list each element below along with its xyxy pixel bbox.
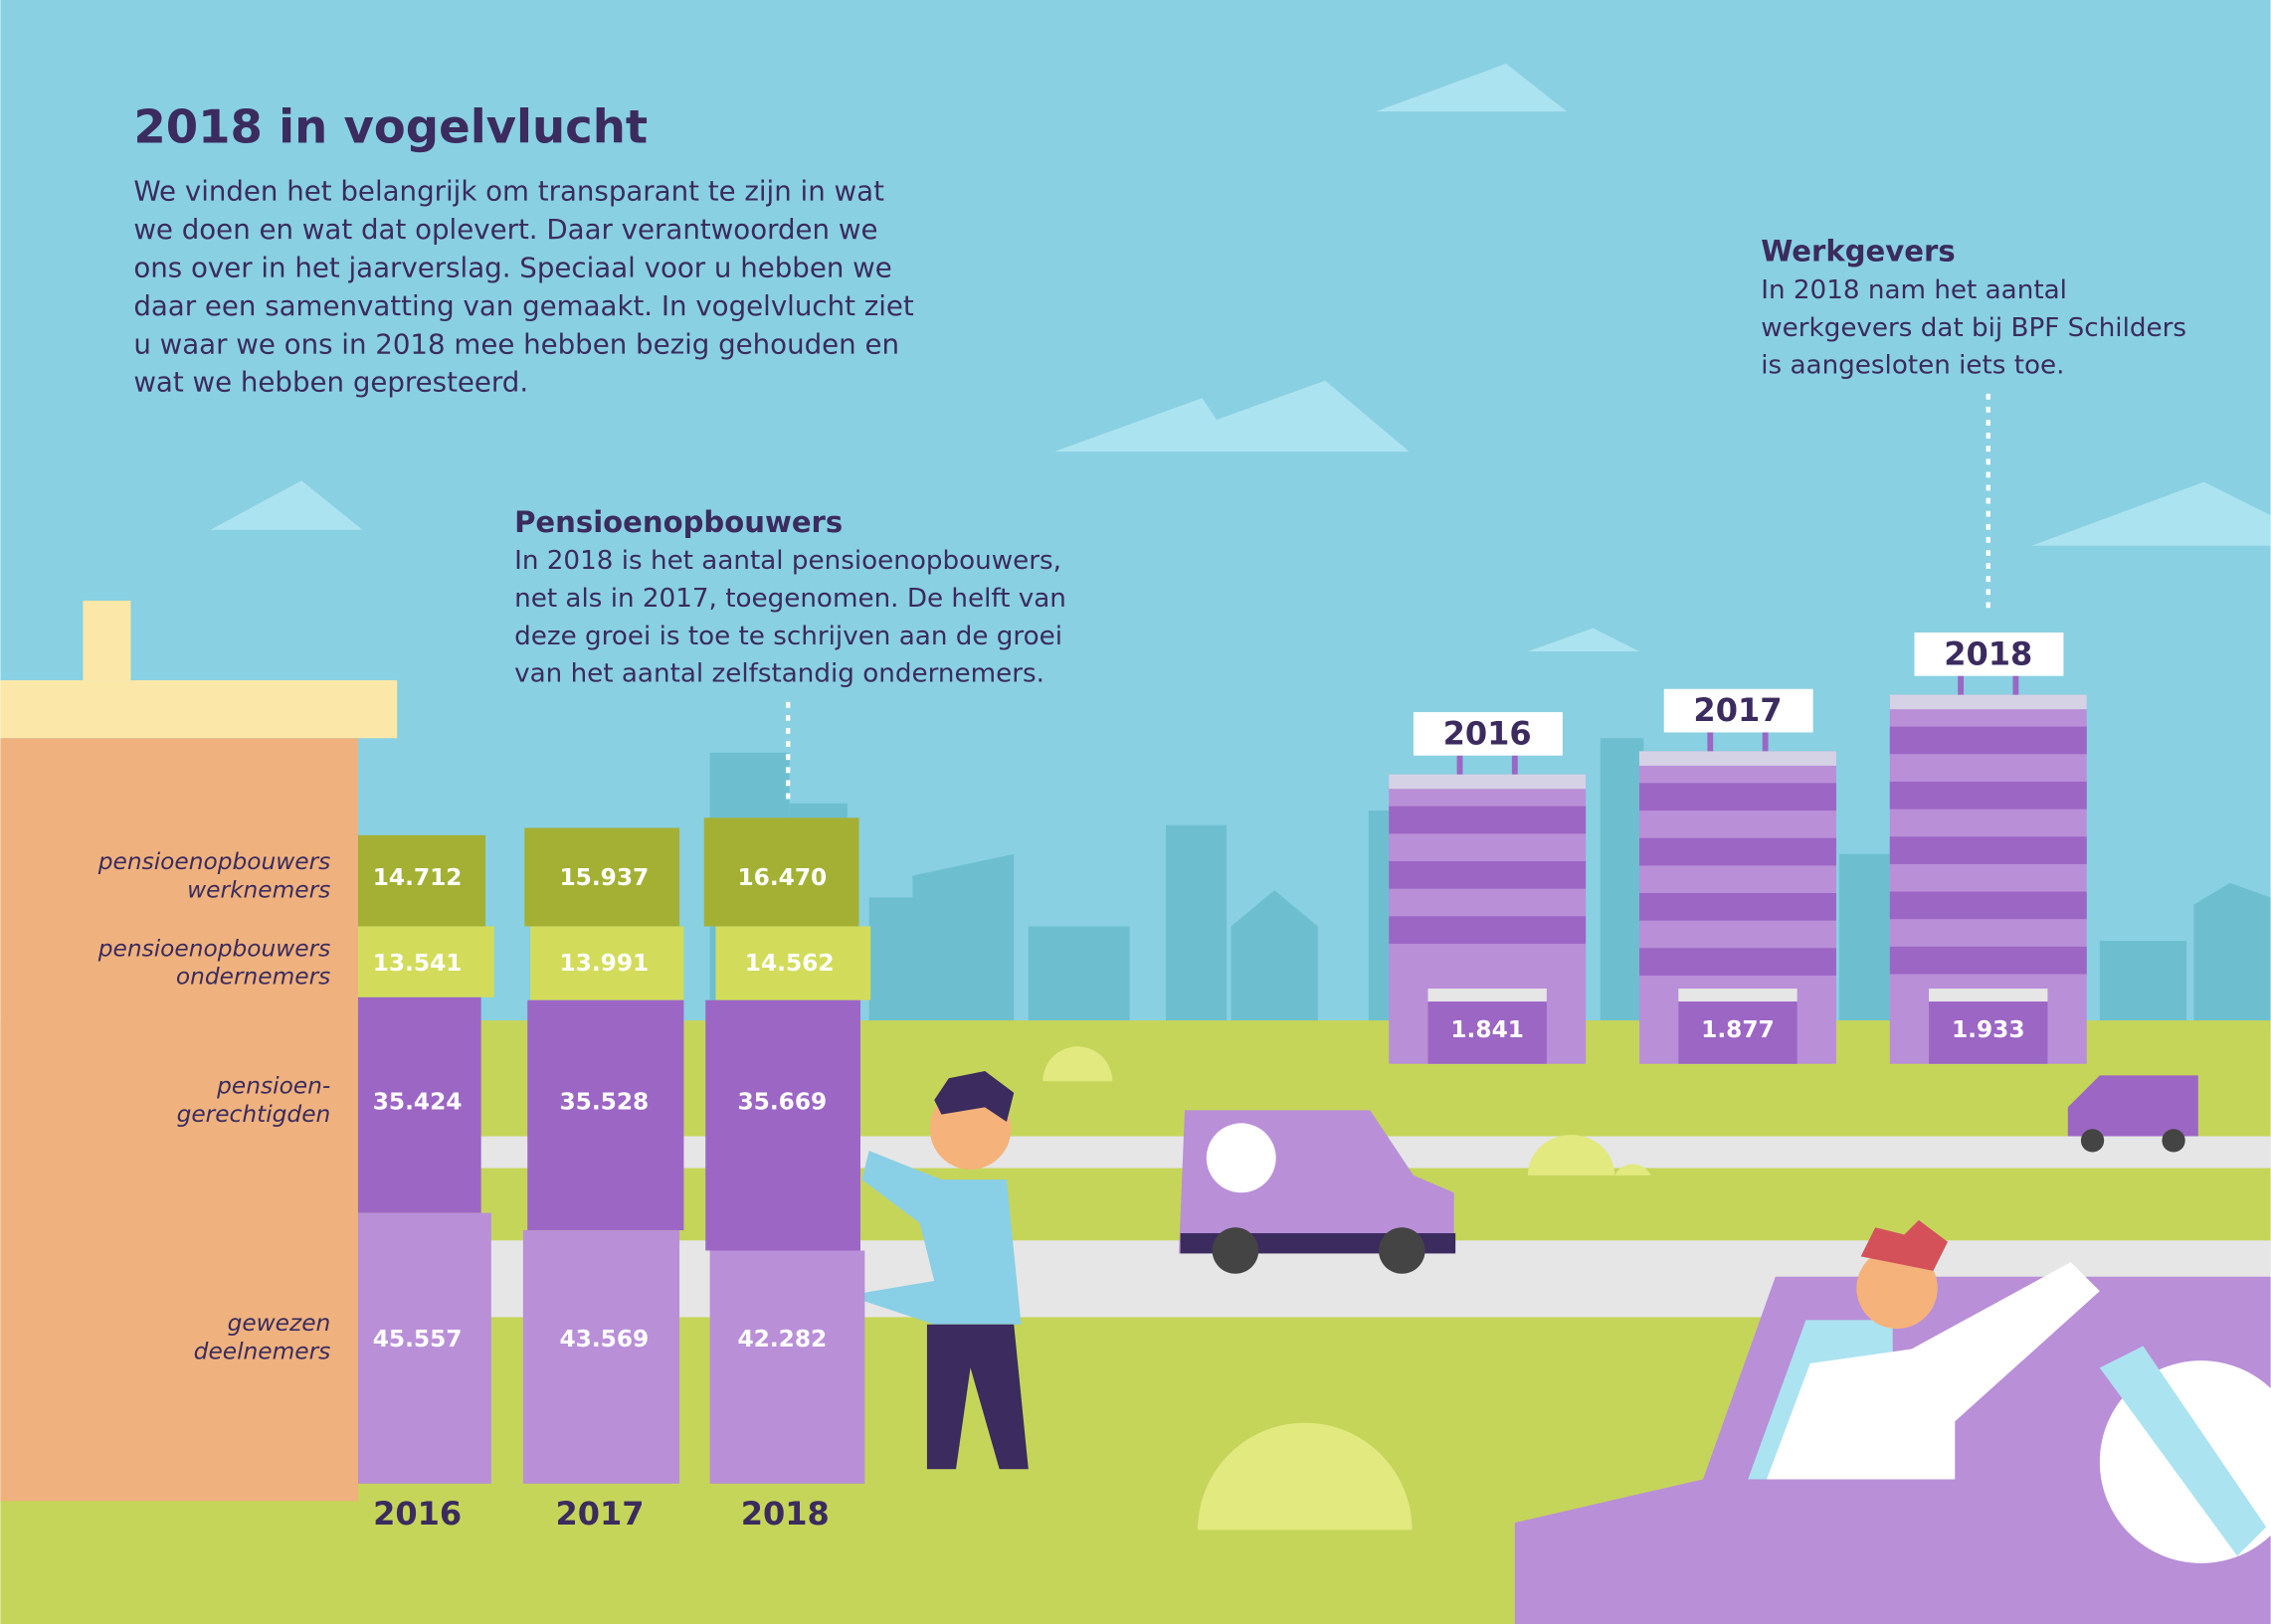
post — [2012, 674, 2019, 695]
post — [1762, 730, 1769, 752]
sign — [1663, 688, 1813, 733]
post — [1456, 754, 1463, 775]
value: 1.933 — [1952, 1016, 2025, 1043]
sign — [1413, 712, 1563, 756]
car — [1514, 1219, 2271, 1624]
title: 2018 in vogelvlucht — [133, 99, 648, 153]
row-label: pensioen- — [216, 1073, 330, 1100]
value: 14.562 — [745, 950, 835, 977]
row-label: deelnemers — [194, 1339, 331, 1365]
paragraph-line: is aangesloten iets toe. — [1761, 351, 2064, 381]
value: 15.937 — [559, 864, 649, 891]
van — [1179, 1110, 1456, 1274]
segment — [522, 1230, 680, 1484]
segment — [524, 827, 680, 927]
value: 35.669 — [737, 1089, 827, 1116]
segment — [530, 926, 684, 1000]
roof — [1889, 694, 2087, 710]
stripe — [1638, 837, 1836, 866]
value: 45.557 — [373, 1326, 463, 1353]
stripe — [1889, 891, 2087, 920]
value: 14.712 — [373, 864, 463, 891]
stripe — [1889, 781, 2087, 810]
value: 13.541 — [373, 950, 463, 977]
year: 2017 — [1693, 691, 1782, 729]
value: 42.282 — [737, 1326, 827, 1353]
paragraph-line: we doen en wat dat oplevert. Daar verant… — [133, 213, 877, 246]
stripe — [1638, 948, 1836, 976]
segment — [703, 817, 859, 927]
door — [1678, 1001, 1798, 1064]
clouds — [210, 64, 2271, 651]
paragraph-line: van het aantal zelfstandig ondernemers. — [514, 659, 1044, 689]
segment — [357, 926, 494, 997]
stripe — [1889, 836, 2087, 864]
value: 16.470 — [737, 864, 827, 891]
stripe — [1889, 946, 2087, 975]
door — [1427, 1001, 1547, 1064]
stripe — [1638, 783, 1836, 812]
paragraph-line: wat we hebben gepresteerd. — [133, 366, 528, 399]
post — [1511, 754, 1518, 775]
value: 1.841 — [1450, 1016, 1524, 1043]
year: 2018 — [1944, 634, 2032, 672]
value: 1.877 — [1701, 1016, 1775, 1043]
stripe — [1889, 726, 2087, 755]
small-van — [2067, 1075, 2198, 1153]
paragraph-line: We vinden het belangrijk om transparant … — [133, 175, 884, 208]
door — [1929, 1001, 2048, 1064]
door-top — [1678, 989, 1798, 1002]
row-label: pensioenopbouwers — [97, 848, 330, 875]
bush — [1042, 1046, 1651, 1531]
value: 35.528 — [559, 1089, 649, 1116]
segment — [527, 999, 684, 1231]
paragraph-line: werkgevers dat bij BPF Schilders — [1761, 313, 2186, 343]
stripe — [1638, 893, 1836, 921]
value: 35.424 — [373, 1089, 463, 1116]
year: 2017 — [555, 1495, 644, 1533]
roof — [1389, 774, 1587, 790]
stripe — [1389, 806, 1587, 834]
heading: Pensioenopbouwers — [514, 505, 843, 539]
segment — [709, 1250, 865, 1484]
post — [1707, 730, 1714, 752]
chimney — [83, 601, 131, 681]
roof — [1638, 751, 1836, 766]
paragraph-line: daar een samenvatting van gemaakt. In vo… — [133, 289, 914, 322]
heading: Werkgevers — [1761, 235, 1955, 269]
stripe — [1389, 860, 1587, 889]
stripe — [1389, 916, 1587, 944]
person — [847, 1071, 1029, 1470]
value: 13.991 — [559, 950, 649, 977]
paragraph-line: u waar we ons in 2018 mee hebben bezig g… — [133, 327, 899, 360]
row-label: pensioenopbouwers — [97, 935, 330, 962]
segment — [705, 999, 860, 1251]
segment — [357, 1212, 491, 1484]
year: 2016 — [373, 1495, 462, 1533]
row-label: ondernemers — [176, 964, 330, 991]
paragraph-line: net als in 2017, toegenomen. De helft va… — [514, 584, 1066, 614]
roof — [0, 680, 398, 739]
year: 2016 — [1443, 714, 1532, 752]
value: 43.569 — [559, 1326, 649, 1353]
paragraph-line: In 2018 nam het aantal — [1761, 275, 2067, 305]
paragraph-line: ons over in het jaarverslag. Speciaal vo… — [133, 251, 891, 283]
segment — [715, 926, 871, 1000]
sign — [1914, 632, 2064, 676]
row-label: gewezen — [228, 1310, 331, 1337]
post — [1958, 674, 1965, 695]
paragraph-line: In 2018 is het aantal pensioenopbouwers, — [514, 546, 1061, 576]
building — [0, 738, 358, 1502]
door-top — [1427, 989, 1547, 1002]
year: 2018 — [741, 1495, 830, 1533]
row-label: werknemers — [187, 876, 330, 903]
content: We vinden het belangrijk om transparant … — [97, 175, 2186, 1533]
row-label: gerechtigden — [177, 1101, 331, 1128]
paragraph-line: deze groei is toe te schrijven aan de gr… — [514, 622, 1062, 651]
segment — [357, 834, 486, 927]
door-top — [1929, 989, 2048, 1002]
segment — [357, 996, 481, 1213]
